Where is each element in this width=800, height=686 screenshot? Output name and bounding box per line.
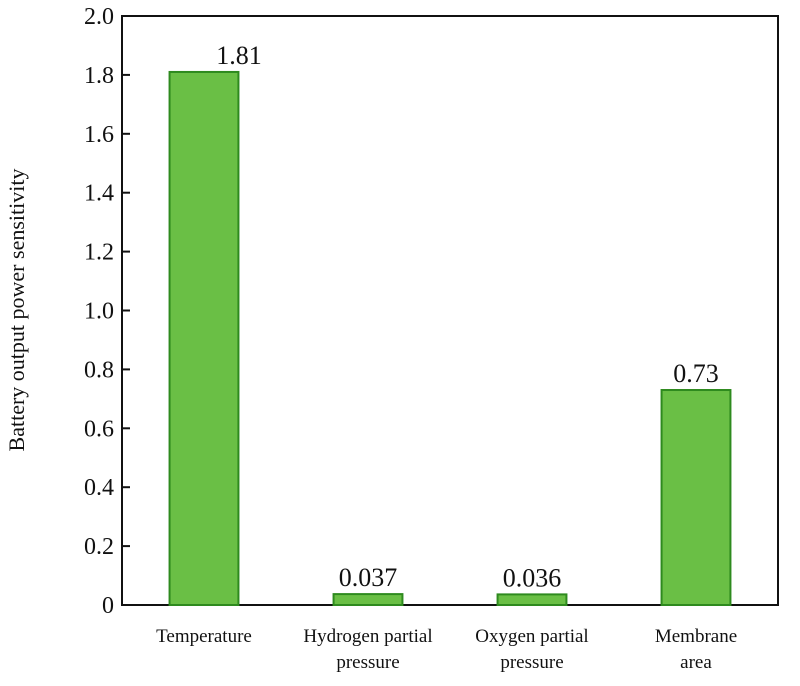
data-label: 0.037 xyxy=(339,563,398,592)
y-tick-label: 2.0 xyxy=(84,4,114,30)
category-label: pressure xyxy=(336,652,399,673)
data-labels: 1.81 0.037 0.036 0.73 xyxy=(216,41,719,592)
y-tick-label: 1.4 xyxy=(84,181,114,207)
y-tick-label: 1.0 xyxy=(84,299,114,325)
y-tick-label: 0.2 xyxy=(84,534,114,560)
bars xyxy=(168,70,732,607)
data-label: 0.036 xyxy=(503,563,562,592)
y-tick-label: 0.4 xyxy=(84,475,114,501)
category-label: area xyxy=(680,652,712,673)
x-axis-category-labels: Temperature Hydrogen partial pressure Oxyge… xyxy=(156,626,737,673)
category-label: Temperature xyxy=(156,626,252,647)
category-label: Oxygen partial xyxy=(475,626,588,647)
bar xyxy=(332,593,404,607)
y-tick-label: 1.2 xyxy=(84,240,114,266)
category-label: Membrane xyxy=(655,626,737,647)
y-tick-label: 0 xyxy=(102,593,114,619)
bar xyxy=(496,593,568,607)
category-label: Hydrogen partial xyxy=(303,626,432,647)
category-label: pressure xyxy=(500,652,563,673)
data-label: 1.81 xyxy=(216,41,262,70)
y-axis-label: Battery output power sensitivity xyxy=(4,169,29,452)
bar xyxy=(168,70,240,606)
y-axis-ticks: 0 0.2 0.4 0.6 0.8 1.0 1.2 1.4 1.6 1.8 2.0 xyxy=(84,4,130,619)
y-tick-label: 1.6 xyxy=(84,122,114,148)
y-tick-label: 0.6 xyxy=(84,416,114,442)
data-label: 0.73 xyxy=(673,359,719,388)
bar xyxy=(660,389,732,607)
y-tick-label: 1.8 xyxy=(84,63,114,89)
y-tick-label: 0.8 xyxy=(84,357,114,383)
